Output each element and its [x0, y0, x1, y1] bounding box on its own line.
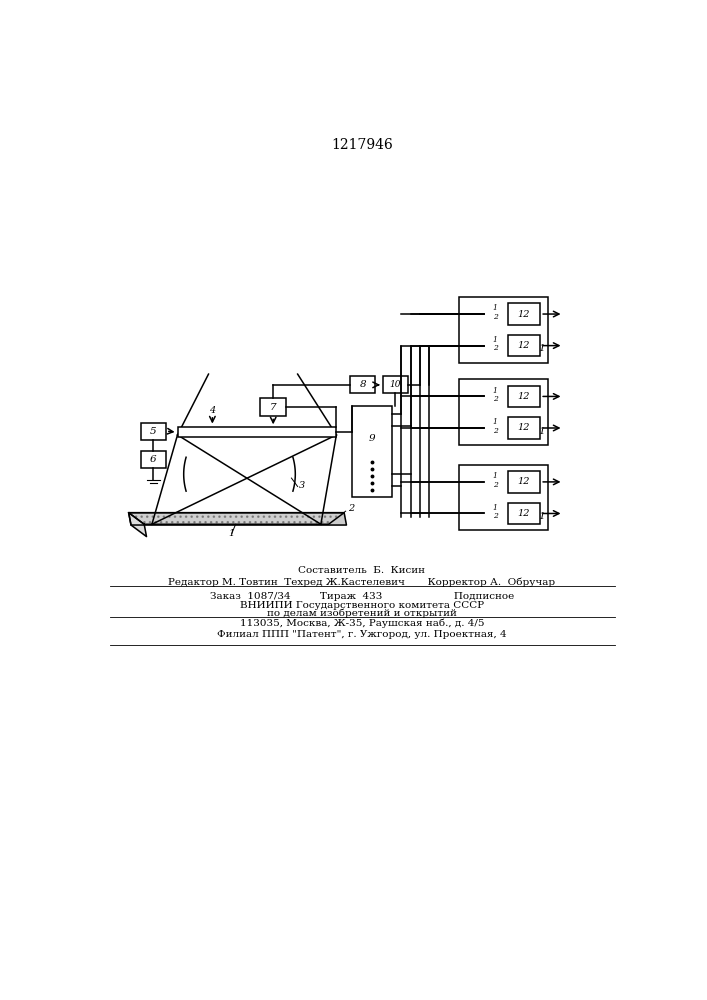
Text: 12: 12: [518, 477, 530, 486]
Text: 1: 1: [493, 504, 498, 512]
Bar: [508, 503, 540, 524]
Bar: [481, 382, 546, 443]
Text: 2: 2: [493, 313, 498, 321]
Bar: [459, 297, 548, 363]
Text: 12: 12: [518, 509, 530, 518]
Polygon shape: [129, 513, 346, 525]
Text: 3: 3: [299, 481, 305, 490]
Bar: [141, 423, 166, 440]
Text: Филиал ППП "Патент", г. Ужгород, ул. Проектная, 4: Филиал ППП "Патент", г. Ужгород, ул. Про…: [217, 630, 507, 639]
Bar: [508, 386, 540, 407]
Text: 12: 12: [518, 424, 530, 432]
Text: 8: 8: [359, 380, 366, 389]
Text: 113035, Москва, Ж-35, Раушская наб., д. 4/5: 113035, Москва, Ж-35, Раушская наб., д. …: [240, 618, 484, 628]
Bar: [508, 303, 540, 325]
Text: 5: 5: [150, 427, 157, 436]
Polygon shape: [129, 513, 344, 524]
Text: ВНИИПИ Государственного комитета СССР: ВНИИПИ Государственного комитета СССР: [240, 601, 484, 610]
Text: 2: 2: [493, 427, 498, 435]
Text: 1: 1: [493, 472, 498, 480]
Text: 1: 1: [493, 304, 498, 312]
Text: 1: 1: [228, 529, 235, 538]
Bar: [260, 398, 286, 416]
Text: 11: 11: [533, 344, 546, 353]
Text: Заказ  1087/34         Тираж  433                      Подписное: Заказ 1087/34 Тираж 433 Подписное: [210, 592, 514, 601]
Text: Редактор М. Товтин  Техред Ж.Кастелевич       Корректор А.  Обручар: Редактор М. Товтин Техред Ж.Кастелевич К…: [168, 577, 556, 587]
Text: 12: 12: [518, 392, 530, 401]
Polygon shape: [129, 513, 344, 524]
Text: 11: 11: [533, 427, 546, 436]
Bar: [177, 427, 337, 437]
Text: 2: 2: [493, 481, 498, 489]
Text: 2: 2: [493, 344, 498, 352]
Bar: [508, 335, 540, 356]
Polygon shape: [129, 513, 146, 537]
Text: 4: 4: [209, 406, 216, 415]
Bar: [141, 451, 166, 468]
Text: 1: 1: [493, 336, 498, 344]
Bar: [459, 465, 548, 530]
Bar: [508, 417, 540, 439]
Bar: [481, 467, 546, 528]
Text: 10: 10: [390, 380, 401, 389]
Text: 1: 1: [493, 387, 498, 395]
Text: 12: 12: [518, 341, 530, 350]
Text: 1217946: 1217946: [331, 138, 393, 152]
Text: 2: 2: [493, 512, 498, 520]
Text: 2: 2: [493, 395, 498, 403]
Text: 7: 7: [270, 403, 276, 412]
Text: по делам изобретений и открытий: по делам изобретений и открытий: [267, 609, 457, 618]
Bar: [352, 406, 392, 497]
Bar: [351, 376, 375, 393]
Text: 6: 6: [150, 455, 157, 464]
Bar: [481, 299, 546, 360]
Text: 12: 12: [518, 310, 530, 319]
Text: 1: 1: [493, 418, 498, 426]
Text: 2: 2: [348, 504, 354, 513]
Bar: [508, 471, 540, 493]
Text: Составитель  Б.  Кисин: Составитель Б. Кисин: [298, 566, 426, 575]
Text: 9: 9: [369, 434, 375, 443]
Bar: [383, 376, 408, 393]
Bar: [459, 379, 548, 445]
Text: 11: 11: [533, 512, 546, 521]
